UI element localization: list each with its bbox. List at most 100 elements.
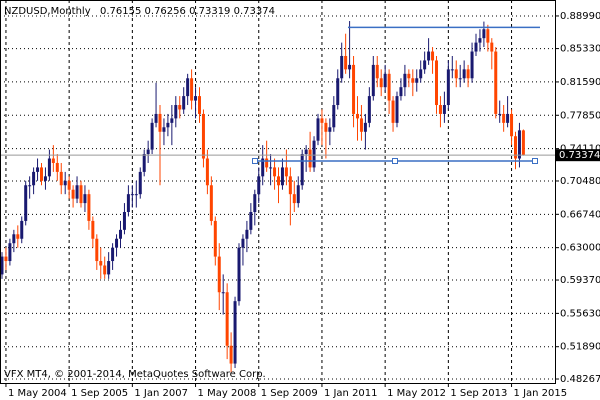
candle-body [407, 73, 411, 79]
candle-body [28, 185, 32, 187]
candle-body [296, 185, 300, 204]
candle-body [379, 78, 383, 88]
candle-body [75, 185, 79, 199]
candle-body [324, 122, 328, 132]
candle-body [280, 167, 284, 186]
candle-body [174, 105, 178, 119]
candle-body [91, 220, 95, 239]
candle-body [506, 113, 510, 123]
candle-body [194, 96, 198, 101]
candle-body [486, 29, 490, 43]
candle-body [257, 176, 261, 195]
candle-body [383, 73, 387, 88]
candle-body [249, 212, 253, 230]
y-tick-label: 0.51890 [560, 342, 600, 353]
candle-body [36, 167, 40, 172]
candle-body [446, 69, 450, 106]
candle-body [59, 171, 63, 186]
candle-body [273, 167, 277, 177]
candle-body [79, 185, 83, 204]
candle-body [221, 292, 225, 294]
candle-body [359, 118, 363, 132]
candle-body [316, 118, 320, 141]
candle-body [395, 96, 399, 123]
candle-body [87, 194, 91, 221]
candle-body [51, 158, 55, 163]
y-tick-label: 0.48267 [560, 374, 600, 385]
candle-body [482, 29, 486, 39]
candle-body [510, 113, 514, 137]
marks-layer [0, 21, 555, 373]
candle-body [24, 185, 28, 221]
candle-body [490, 42, 494, 52]
candle-body [462, 69, 466, 79]
x-tick-label: 1 May 2004 [8, 388, 67, 399]
x-tick-label: 1 Sep 2009 [261, 388, 318, 399]
candle-body [340, 55, 344, 79]
candle-body [300, 154, 304, 186]
symbol: NZDUSD,Monthly [4, 6, 91, 17]
candle-body [356, 113, 359, 119]
candle-body [411, 78, 415, 83]
candle-body [427, 51, 431, 61]
candle-body [40, 167, 43, 181]
candle-body [150, 122, 154, 150]
candle-body [474, 42, 478, 52]
candle-body [304, 149, 308, 155]
candle-body [387, 73, 391, 101]
candle-body [442, 105, 446, 114]
candle-body [348, 64, 352, 70]
candle-body [269, 167, 273, 169]
candle-body [16, 234, 20, 239]
candle-body [352, 64, 356, 114]
candle-body [415, 78, 419, 83]
candle-body [399, 87, 403, 97]
y-tick-label: 0.88990 [560, 11, 600, 22]
candle-body [521, 130, 525, 156]
candle-body [186, 78, 190, 97]
y-tick-label: 0.81590 [560, 77, 600, 88]
candle-body [67, 180, 71, 190]
candle-body [367, 96, 371, 123]
candle-body [99, 261, 103, 266]
candle-body [138, 171, 142, 195]
candle-body [336, 78, 340, 106]
candle-body [419, 69, 423, 79]
candle-body [320, 118, 324, 123]
x-tick-label: 1 Jan 2011 [324, 388, 378, 399]
candle-body [431, 51, 435, 61]
candle-body [261, 158, 265, 177]
candle-body [328, 127, 332, 132]
candle-body [32, 171, 36, 186]
candle-body [478, 38, 482, 43]
candle-body [122, 212, 126, 230]
candle-body [103, 265, 107, 275]
footer: VFX MT4, © 2001-2014, MetaQuotes Softwar… [4, 369, 266, 380]
candle-body [217, 256, 221, 293]
x-tick-label: 1 Jan 2007 [134, 388, 188, 399]
candle-body [213, 220, 217, 257]
line-handle [252, 158, 258, 165]
candle-body [245, 229, 249, 239]
y-tick-label: 0.74110 [560, 144, 600, 155]
candle-body [12, 234, 16, 244]
candle-body [126, 194, 130, 213]
candle-body [83, 194, 87, 204]
candle-body [142, 154, 146, 172]
header-ohlc: 0.76155 0.76256 0.73319 0.73374 [100, 6, 275, 17]
candle-body [146, 149, 150, 155]
candle-body [166, 122, 170, 128]
candle-body [170, 118, 174, 123]
candle-body [134, 194, 138, 196]
candle-body [8, 243, 12, 262]
candle-body [205, 158, 209, 186]
candle-body [517, 130, 521, 159]
candle-body [119, 229, 122, 239]
candle-body [71, 189, 75, 199]
candle-body [237, 247, 241, 302]
y-tick-label: 0.77850 [560, 110, 600, 121]
line-handle [392, 158, 398, 165]
candle-body [225, 292, 229, 346]
x-tick-label: 1 May 2012 [387, 388, 446, 399]
